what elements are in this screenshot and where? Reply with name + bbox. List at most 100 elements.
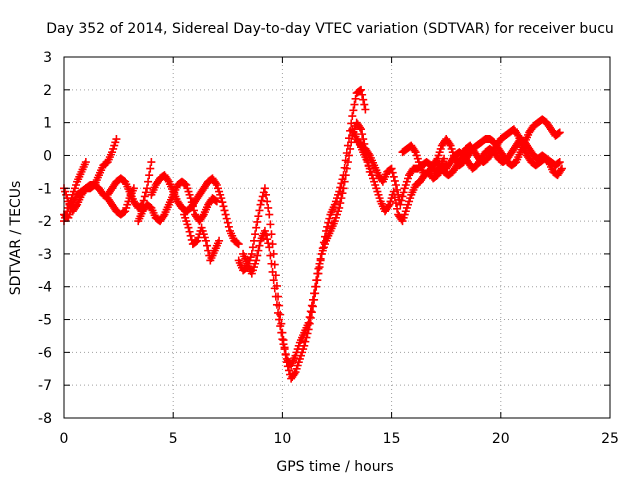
data-point — [147, 158, 156, 167]
data-point — [212, 197, 221, 206]
data-point — [140, 192, 149, 201]
data-point — [142, 184, 151, 193]
series-track-9 — [239, 118, 374, 370]
y-tick-label: 2 — [43, 83, 52, 99]
data-point — [277, 328, 286, 337]
data-point — [224, 222, 233, 231]
data-point — [265, 210, 274, 219]
data-point — [267, 259, 276, 268]
data-point — [301, 337, 310, 346]
data-point — [276, 322, 285, 331]
plot-frame — [63, 56, 611, 419]
data-point — [390, 176, 399, 185]
data-point — [192, 237, 201, 246]
data-point — [215, 236, 224, 245]
data-point — [146, 164, 155, 173]
data-point — [211, 196, 220, 205]
data-point — [398, 192, 407, 201]
grid-lines — [64, 57, 610, 418]
data-point — [262, 231, 271, 240]
data-point — [346, 144, 355, 153]
data-point — [260, 184, 269, 193]
x-tick-label: 25 — [601, 431, 619, 447]
data-point — [391, 199, 400, 208]
y-tick-label: 0 — [43, 148, 52, 164]
data-point — [341, 171, 350, 180]
x-tick-label: 10 — [273, 431, 291, 447]
data-point — [335, 203, 344, 212]
data-point — [390, 193, 399, 202]
y-tick-label: -8 — [38, 411, 52, 427]
series-track-14 — [442, 135, 564, 173]
data-point — [393, 204, 402, 213]
data-point — [324, 218, 333, 227]
data-point — [399, 188, 408, 197]
data-point — [281, 350, 290, 359]
data-point — [389, 187, 398, 196]
data-point — [255, 206, 264, 215]
series-track-4 — [103, 158, 156, 212]
data-point — [219, 202, 228, 211]
data-point — [269, 276, 278, 285]
data-point — [264, 203, 273, 212]
data-point — [268, 267, 277, 276]
series-track-3 — [60, 158, 90, 226]
x-axis-label: GPS time / hours — [276, 459, 393, 475]
data-point — [279, 340, 288, 349]
data-point — [129, 184, 138, 193]
data-point — [201, 236, 210, 245]
data-point — [253, 217, 262, 226]
data-point — [218, 198, 227, 207]
data-point — [220, 206, 229, 215]
data-point — [316, 254, 325, 263]
data-point — [203, 241, 212, 250]
data-point — [342, 164, 351, 173]
data-point — [304, 318, 313, 327]
data-point — [254, 246, 263, 255]
data-point — [355, 86, 364, 95]
data-point — [275, 315, 284, 324]
series-track-5 — [134, 177, 221, 226]
data-point — [251, 230, 260, 239]
data-point — [555, 158, 564, 167]
x-tick-label: 15 — [383, 431, 401, 447]
data-point — [338, 189, 347, 198]
data-point — [384, 202, 393, 211]
y-tick-label: -2 — [38, 214, 52, 230]
y-tick-label: -1 — [38, 181, 52, 197]
series-track-6 — [147, 171, 243, 249]
data-point — [265, 243, 274, 252]
data-point — [270, 284, 279, 293]
data-point — [185, 227, 194, 236]
data-point — [81, 158, 90, 167]
data-point — [325, 214, 334, 223]
data-point — [387, 164, 396, 173]
series-track-7 — [180, 210, 224, 265]
data-point — [184, 223, 193, 232]
data-point — [554, 158, 563, 167]
data-point — [256, 200, 265, 209]
data-point — [350, 100, 359, 109]
data-point — [315, 259, 324, 268]
data-point — [280, 345, 289, 354]
data-point — [306, 307, 315, 316]
data-point — [253, 251, 262, 260]
data-point — [337, 194, 346, 203]
data-point — [554, 129, 563, 138]
data-point — [311, 282, 320, 291]
data-point — [388, 168, 397, 177]
series-track-12 — [398, 115, 564, 180]
y-tick-label: 1 — [43, 116, 52, 132]
y-axis-label: SDTVAR / TECUs — [8, 181, 24, 296]
data-point — [339, 184, 348, 193]
data-point — [351, 94, 360, 103]
x-tick-label: 20 — [492, 431, 510, 447]
chart-title: Day 352 of 2014, Sidereal Day-to-day VTE… — [46, 21, 614, 37]
data-point — [159, 212, 168, 221]
data-point — [312, 276, 321, 285]
data-point — [278, 335, 287, 344]
data-point — [274, 308, 283, 317]
data-point — [555, 128, 564, 137]
data-point — [163, 176, 172, 185]
